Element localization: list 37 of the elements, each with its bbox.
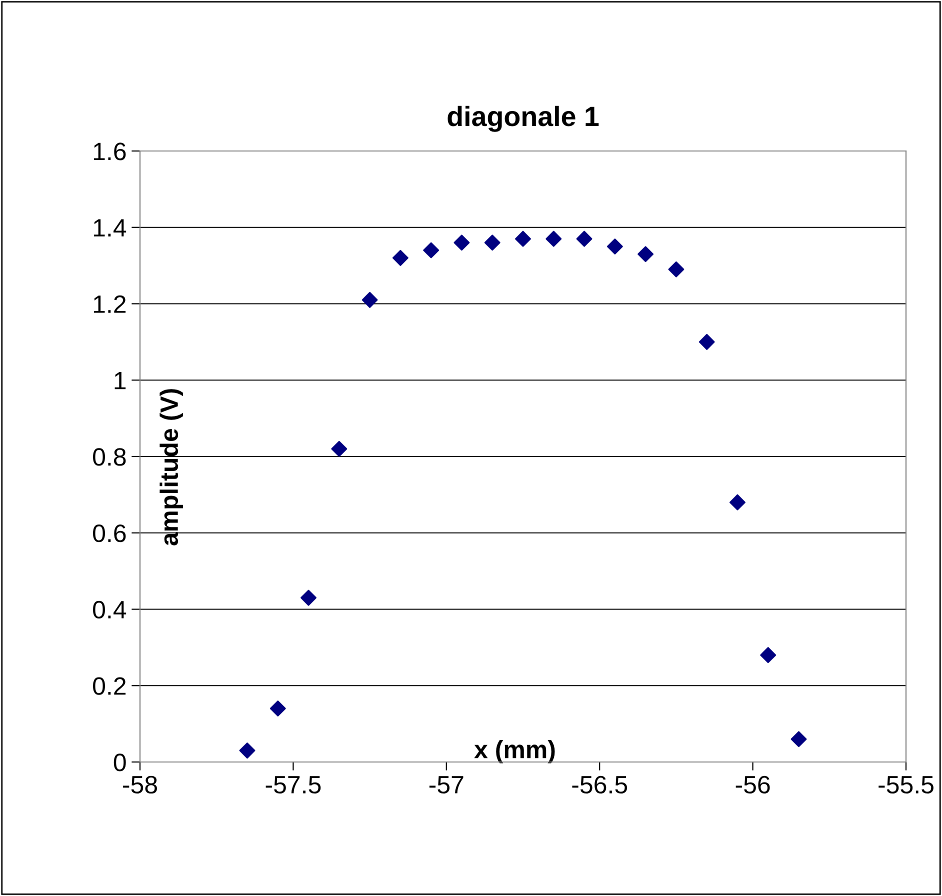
point: [331, 440, 348, 457]
point: [638, 246, 654, 262]
point: [760, 647, 776, 664]
y-tick-label: 1.2: [94, 295, 126, 313]
point: [300, 590, 316, 606]
x-tick-label: -57.5: [266, 776, 321, 794]
point: [576, 230, 592, 247]
point: [606, 238, 623, 254]
point: [392, 250, 408, 266]
y-tick-label: 0.8: [93, 448, 126, 466]
y-tick-label: 0.6: [93, 524, 126, 542]
chart-title: diagonale 1: [448, 106, 599, 132]
point: [362, 292, 378, 308]
x-tick-label: -56: [736, 776, 770, 794]
x-tick-label: -58: [123, 776, 157, 794]
x-axis-title: x (mm): [474, 740, 555, 764]
x-tick-label: -55.5: [878, 776, 934, 794]
point: [423, 242, 440, 258]
point: [454, 234, 470, 251]
point: [668, 261, 684, 278]
point: [730, 494, 746, 510]
point: [546, 230, 562, 247]
point: [239, 742, 256, 759]
y-tick-label: 1: [114, 372, 126, 390]
y-tick-label: 1.6: [94, 142, 126, 160]
x-tick-label: -56.5: [572, 776, 628, 794]
y-tick-label: 0.2: [93, 677, 126, 695]
y-tick-label: 0: [114, 754, 126, 772]
y-tick-label: 1.4: [94, 219, 126, 236]
point: [484, 234, 500, 251]
point: [515, 230, 531, 247]
point: [790, 731, 807, 748]
point: [270, 700, 286, 717]
y-tick-label: 0.4: [93, 600, 126, 619]
y-axis-title: amplitude (V): [160, 389, 183, 546]
point: [698, 334, 715, 350]
x-tick-label: -57: [429, 776, 464, 794]
